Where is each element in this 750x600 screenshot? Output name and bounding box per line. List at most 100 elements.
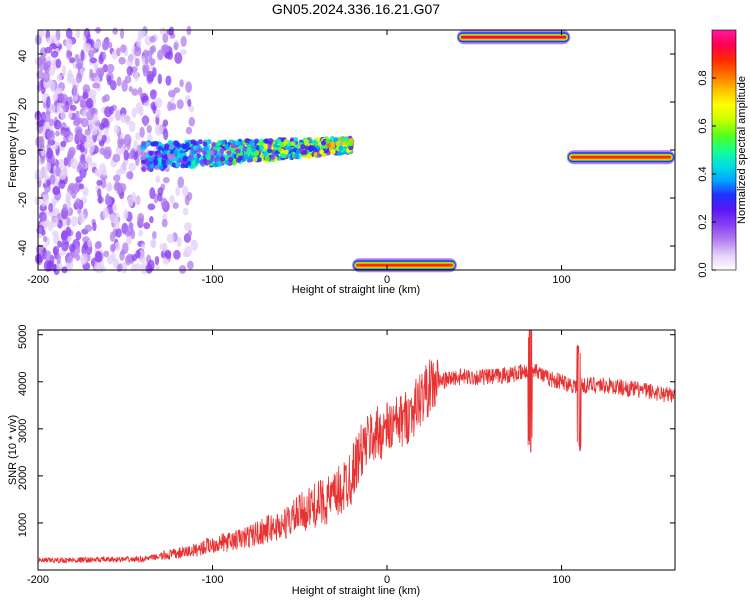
heat-cell bbox=[173, 42, 179, 51]
heat-cell bbox=[38, 29, 45, 38]
heat-cell bbox=[186, 160, 192, 166]
heat-cell bbox=[63, 105, 68, 113]
heat-cell bbox=[42, 235, 48, 242]
heat-cell bbox=[82, 186, 89, 197]
heat-cell bbox=[238, 144, 244, 150]
heat-cell bbox=[190, 139, 196, 145]
heat-cell bbox=[128, 170, 134, 180]
heat-cell bbox=[157, 145, 163, 151]
heat-cell bbox=[312, 147, 318, 153]
colorbar-tick-label: 0.6 bbox=[697, 118, 709, 133]
heat-cell bbox=[42, 71, 50, 83]
heat-cell bbox=[154, 124, 163, 136]
heat-cell bbox=[80, 253, 88, 265]
heat-cell bbox=[124, 114, 131, 126]
heat-cell bbox=[99, 147, 106, 155]
heat-cell bbox=[138, 230, 144, 237]
heat-cell bbox=[319, 149, 325, 155]
heat-cell bbox=[150, 238, 157, 249]
heat-cell bbox=[162, 177, 170, 184]
heat-cell bbox=[244, 138, 250, 144]
heat-cell bbox=[67, 153, 72, 160]
heat-cell bbox=[68, 135, 74, 142]
heat-cell bbox=[154, 97, 163, 109]
heat-cell bbox=[55, 160, 60, 168]
heat-cell bbox=[184, 194, 190, 206]
heat-cell bbox=[209, 150, 215, 156]
heat-cell bbox=[106, 63, 115, 74]
heat-cell bbox=[116, 76, 122, 87]
heat-cell bbox=[104, 146, 112, 158]
heat-cell bbox=[300, 143, 306, 149]
heat-cell bbox=[276, 138, 282, 144]
heat-cell bbox=[121, 261, 128, 274]
heat-cell bbox=[102, 207, 109, 219]
heat-cell bbox=[175, 142, 181, 148]
heat-cell bbox=[171, 162, 177, 168]
heat-cell bbox=[146, 124, 152, 134]
heat-cell bbox=[164, 143, 170, 149]
heat-cell bbox=[100, 177, 107, 189]
heat-cell bbox=[203, 145, 209, 151]
heat-cell bbox=[149, 35, 156, 43]
heat-band bbox=[356, 263, 453, 267]
heat-cell bbox=[56, 252, 61, 265]
heat-cell bbox=[89, 68, 94, 78]
heat-cell bbox=[89, 162, 98, 169]
heat-cell bbox=[140, 262, 148, 275]
heat-cell bbox=[280, 153, 286, 159]
heat-cell bbox=[102, 64, 109, 73]
x-tick-label: 100 bbox=[552, 274, 570, 286]
heat-cell bbox=[224, 154, 230, 160]
heat-cell bbox=[205, 159, 211, 165]
heat-cell bbox=[215, 141, 221, 147]
heat-cell bbox=[133, 139, 138, 152]
snr-series bbox=[37, 329, 676, 564]
heat-cell bbox=[157, 156, 163, 162]
heat-cell bbox=[56, 102, 62, 114]
heat-cell bbox=[69, 57, 76, 64]
heat-cell bbox=[152, 158, 158, 164]
heat-cell bbox=[50, 216, 59, 228]
heat-cell bbox=[136, 37, 142, 49]
heat-cell bbox=[98, 122, 105, 131]
heat-cell bbox=[60, 140, 67, 148]
x-tick-label: 0 bbox=[384, 574, 390, 586]
heat-cell bbox=[187, 229, 193, 237]
heat-cell bbox=[52, 185, 61, 196]
heat-cell bbox=[226, 150, 232, 156]
heat-cell bbox=[87, 239, 92, 248]
heat-cell bbox=[48, 118, 55, 127]
heat-cell bbox=[74, 125, 83, 135]
heat-cell bbox=[115, 228, 122, 238]
heat-cell bbox=[86, 110, 94, 121]
heat-cell bbox=[90, 127, 98, 136]
heat-cell bbox=[140, 92, 149, 103]
heat-cell bbox=[78, 183, 85, 190]
heat-cell bbox=[36, 110, 41, 122]
heat-cell bbox=[139, 126, 145, 138]
heat-cell bbox=[41, 214, 47, 222]
heat-cell bbox=[84, 28, 89, 37]
heat-cell bbox=[49, 174, 56, 185]
heat-cell bbox=[145, 160, 151, 166]
heat-cell bbox=[135, 132, 141, 141]
heat-cell bbox=[101, 95, 107, 103]
heat-cell bbox=[84, 224, 93, 232]
heat-cell bbox=[48, 204, 54, 213]
heat-cell bbox=[75, 230, 82, 241]
heat-cell bbox=[40, 154, 45, 164]
heat-cell bbox=[55, 58, 62, 69]
heat-cell bbox=[75, 110, 80, 121]
heat-cell bbox=[128, 221, 134, 229]
heat-cell bbox=[66, 48, 71, 60]
heat-cell bbox=[320, 140, 326, 146]
heat-cell bbox=[63, 157, 68, 167]
heat-cell bbox=[142, 49, 150, 59]
heat-cell bbox=[40, 165, 48, 178]
heat-cell bbox=[264, 155, 270, 161]
heat-cell bbox=[167, 101, 173, 112]
heat-cell bbox=[112, 153, 121, 163]
heat-cell bbox=[160, 197, 168, 209]
heat-cell bbox=[214, 156, 220, 162]
